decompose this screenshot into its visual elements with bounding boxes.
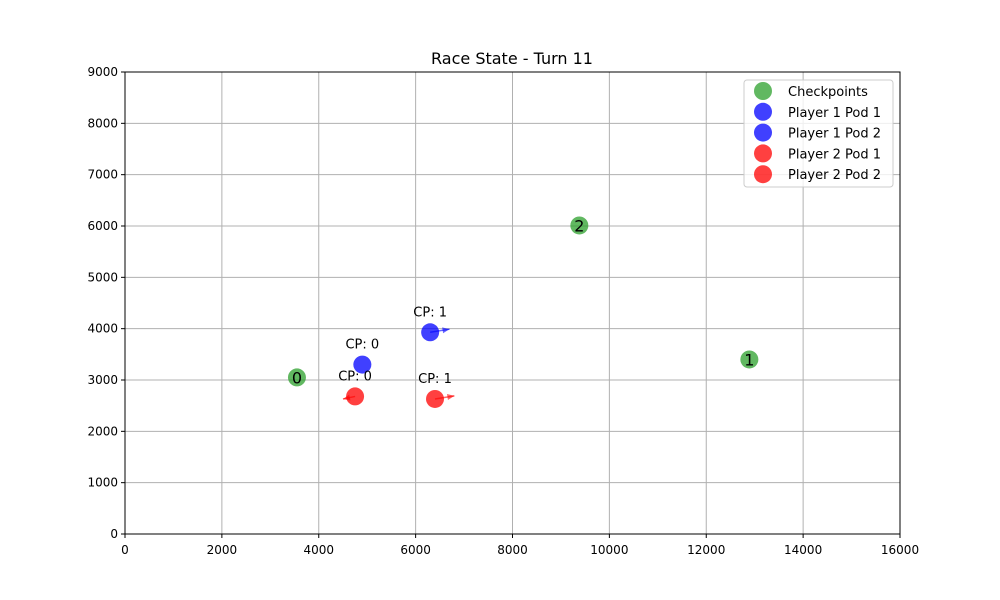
x-tick-label: 14000 [784, 543, 822, 557]
pod-annotation: CP: 1 [413, 305, 447, 320]
x-tick-label: 2000 [207, 543, 238, 557]
legend-marker [754, 82, 772, 100]
x-tick-label: 0 [121, 543, 129, 557]
y-tick-label: 9000 [87, 65, 118, 79]
x-tick-label: 4000 [303, 543, 334, 557]
y-tick-label: 0 [110, 527, 118, 541]
y-tick-label: 1000 [87, 476, 118, 490]
checkpoint-label: 1 [744, 350, 754, 369]
y-tick-label: 2000 [87, 424, 118, 438]
x-tick-label: 8000 [497, 543, 528, 557]
legend-marker [754, 102, 772, 121]
data-point [353, 355, 372, 374]
data-point [287, 368, 306, 387]
data-point [740, 350, 759, 369]
legend-entry-label: Player 1 Pod 2 [788, 127, 881, 142]
heading-arrow-head [442, 327, 450, 334]
legend: Checkpoints Player 1 Pod 1 Player 1 Pod 2 P… [743, 79, 894, 188]
y-tick-label: 6000 [87, 219, 118, 233]
x-axis-ticks: 0 2000 4000 6000 8000 10000 12000 14000 16000 [121, 534, 919, 557]
data-marks: 0 1 2 CP: 1 CP: 0 CP: 0 CP: 1 [287, 216, 759, 408]
plot-frame [124, 71, 901, 535]
data-point [346, 387, 365, 406]
legend-entry-label: Player 1 Pod 1 [788, 106, 881, 121]
heading-arrow-head [446, 394, 455, 400]
checkpoint-label: 2 [574, 216, 584, 235]
x-tick-label: 12000 [687, 543, 725, 557]
x-tick-label: 10000 [590, 543, 628, 557]
data-point [421, 323, 440, 342]
x-tick-label: 6000 [400, 543, 431, 557]
pod-annotation: CP: 0 [338, 369, 372, 384]
legend-marker [754, 144, 772, 163]
y-tick-label: 4000 [87, 322, 118, 336]
legend-marker [754, 123, 772, 142]
pod-annotation: CP: 1 [418, 372, 452, 387]
legend-marker [754, 165, 772, 184]
chart-title: Race State - Turn 11 [431, 49, 593, 68]
y-axis-ticks: 0 1000 2000 3000 4000 5000 6000 7000 8000 9000 [87, 65, 125, 541]
y-tick-label: 8000 [87, 116, 118, 130]
legend-entry-label: Player 2 Pod 1 [788, 147, 881, 162]
checkpoint-label: 0 [292, 368, 302, 387]
y-tick-label: 5000 [87, 270, 118, 284]
data-point [426, 389, 444, 408]
y-tick-label: 7000 [87, 168, 118, 182]
legend-entry-label: Checkpoints [788, 85, 868, 100]
data-point [570, 216, 589, 235]
legend-box [743, 79, 894, 188]
legend-entry-label: Player 2 Pod 2 [788, 168, 881, 183]
x-tick-label: 16000 [881, 543, 919, 557]
y-tick-label: 3000 [87, 373, 118, 387]
pod-annotation: CP: 0 [345, 338, 379, 353]
